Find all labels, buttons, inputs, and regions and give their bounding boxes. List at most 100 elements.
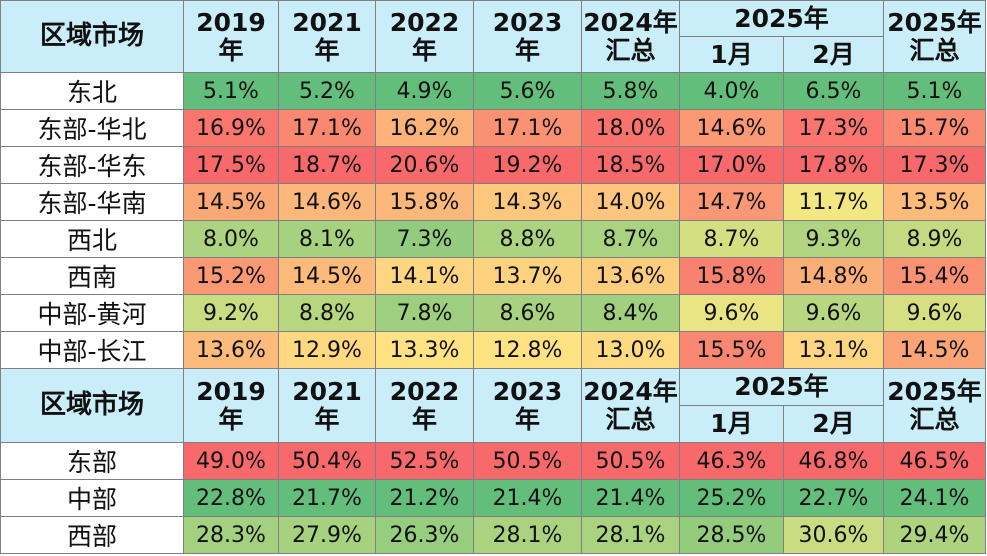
data-cell: 9.2% — [184, 295, 279, 332]
header-column-bottom: 年 — [314, 404, 340, 434]
data-cell: 14.8% — [784, 258, 884, 295]
data-cell: 6.5% — [784, 73, 884, 110]
row-region-label: 东部 — [0, 443, 184, 480]
data-cell: 17.3% — [884, 147, 986, 184]
header-column-label: 2024年 汇总 — [582, 0, 680, 73]
header-subcolumn-label: 2月 — [784, 406, 884, 443]
data-cell: 14.5% — [279, 258, 376, 295]
data-cell: 25.2% — [680, 480, 784, 517]
header-subcolumn-label: 1月 — [680, 37, 784, 73]
header-column-top: 2022 — [389, 8, 460, 37]
header-column-label: 2019 年 — [184, 369, 279, 443]
header-column-label: 2022 年 — [376, 0, 474, 73]
data-cell: 14.5% — [184, 184, 279, 221]
row-region-label: 中部-长江 — [0, 332, 184, 369]
data-cell: 50.4% — [279, 443, 376, 480]
data-cell: 46.5% — [884, 443, 986, 480]
data-cell: 15.5% — [680, 332, 784, 369]
data-cell: 28.1% — [474, 517, 582, 554]
data-cell: 17.3% — [784, 110, 884, 147]
data-cell: 15.7% — [884, 110, 986, 147]
data-cell: 15.2% — [184, 258, 279, 295]
header-column-top: 2019 — [196, 377, 266, 406]
data-cell: 15.8% — [376, 184, 474, 221]
data-cell: 49.0% — [184, 443, 279, 480]
data-cell: 17.8% — [784, 147, 884, 184]
data-cell: 5.8% — [582, 73, 680, 110]
row-region-label: 东部-华北 — [0, 110, 184, 147]
data-cell: 13.6% — [582, 258, 680, 295]
header-column-top: 2023 — [492, 8, 563, 37]
data-cell: 5.1% — [884, 73, 986, 110]
data-cell: 22.7% — [784, 480, 884, 517]
header-column-label: 2021 年 — [279, 369, 376, 443]
data-cell: 8.7% — [680, 221, 784, 258]
header-column-label: 2024年 汇总 — [582, 369, 680, 443]
data-cell: 12.9% — [279, 332, 376, 369]
row-region-label: 中部 — [0, 480, 184, 517]
data-cell: 18.0% — [582, 110, 680, 147]
header-column-bottom: 年 — [218, 404, 244, 434]
data-cell: 5.6% — [474, 73, 582, 110]
data-cell: 14.3% — [474, 184, 582, 221]
data-cell: 14.0% — [582, 184, 680, 221]
data-cell: 21.4% — [474, 480, 582, 517]
data-cell: 16.9% — [184, 110, 279, 147]
data-cell: 19.2% — [474, 147, 582, 184]
data-cell: 17.0% — [680, 147, 784, 184]
data-cell: 14.6% — [680, 110, 784, 147]
row-region-label: 中部-黄河 — [0, 295, 184, 332]
data-cell: 21.7% — [279, 480, 376, 517]
data-cell: 13.5% — [884, 184, 986, 221]
data-cell: 16.2% — [376, 110, 474, 147]
row-region-label: 东部-华南 — [0, 184, 184, 221]
header-column-top: 2023 — [492, 377, 563, 406]
header-column-bottom: 年 — [411, 35, 437, 65]
data-cell: 30.6% — [784, 517, 884, 554]
header-column-bottom: 汇总 — [605, 35, 656, 65]
data-cell: 14.6% — [279, 184, 376, 221]
data-cell: 8.8% — [474, 221, 582, 258]
data-cell: 13.7% — [474, 258, 582, 295]
header-column-top: 2025年 — [887, 8, 982, 37]
data-cell: 26.3% — [376, 517, 474, 554]
data-cell: 8.1% — [279, 221, 376, 258]
data-cell: 15.4% — [884, 258, 986, 295]
data-cell: 14.5% — [884, 332, 986, 369]
header-column-bottom: 年 — [314, 35, 340, 65]
row-region-label: 西南 — [0, 258, 184, 295]
data-cell: 9.6% — [884, 295, 986, 332]
header-column-top: 2024年 — [583, 8, 678, 37]
header-group-label: 2025年 — [680, 369, 884, 406]
data-cell: 28.1% — [582, 517, 680, 554]
data-cell: 5.1% — [184, 73, 279, 110]
data-cell: 13.1% — [784, 332, 884, 369]
data-cell: 27.9% — [279, 517, 376, 554]
data-cell: 8.4% — [582, 295, 680, 332]
header-region-title: 区域市场 — [0, 369, 184, 443]
header-group-label: 2025年 — [680, 0, 884, 37]
row-region-label: 东部-华东 — [0, 147, 184, 184]
header-column-bottom: 汇总 — [909, 35, 960, 65]
row-region-label: 西北 — [0, 221, 184, 258]
header-column-label: 2023 年 — [474, 0, 582, 73]
row-region-label: 西部 — [0, 517, 184, 554]
header-column-top: 2025年 — [887, 377, 982, 406]
data-cell: 4.9% — [376, 73, 474, 110]
data-cell: 22.8% — [184, 480, 279, 517]
header-column-top: 2024年 — [583, 377, 678, 406]
header-column-bottom: 汇总 — [909, 404, 960, 434]
data-cell: 11.7% — [784, 184, 884, 221]
header-column-label: 2019 年 — [184, 0, 279, 73]
data-cell: 14.7% — [680, 184, 784, 221]
data-cell: 17.1% — [279, 110, 376, 147]
data-cell: 9.6% — [680, 295, 784, 332]
header-column-label: 2021 年 — [279, 0, 376, 73]
header-column-bottom: 年 — [411, 404, 437, 434]
header-column-top: 2019 — [196, 8, 266, 37]
data-cell: 28.3% — [184, 517, 279, 554]
data-cell: 17.5% — [184, 147, 279, 184]
data-cell: 4.0% — [680, 73, 784, 110]
data-cell: 12.8% — [474, 332, 582, 369]
data-cell: 20.6% — [376, 147, 474, 184]
